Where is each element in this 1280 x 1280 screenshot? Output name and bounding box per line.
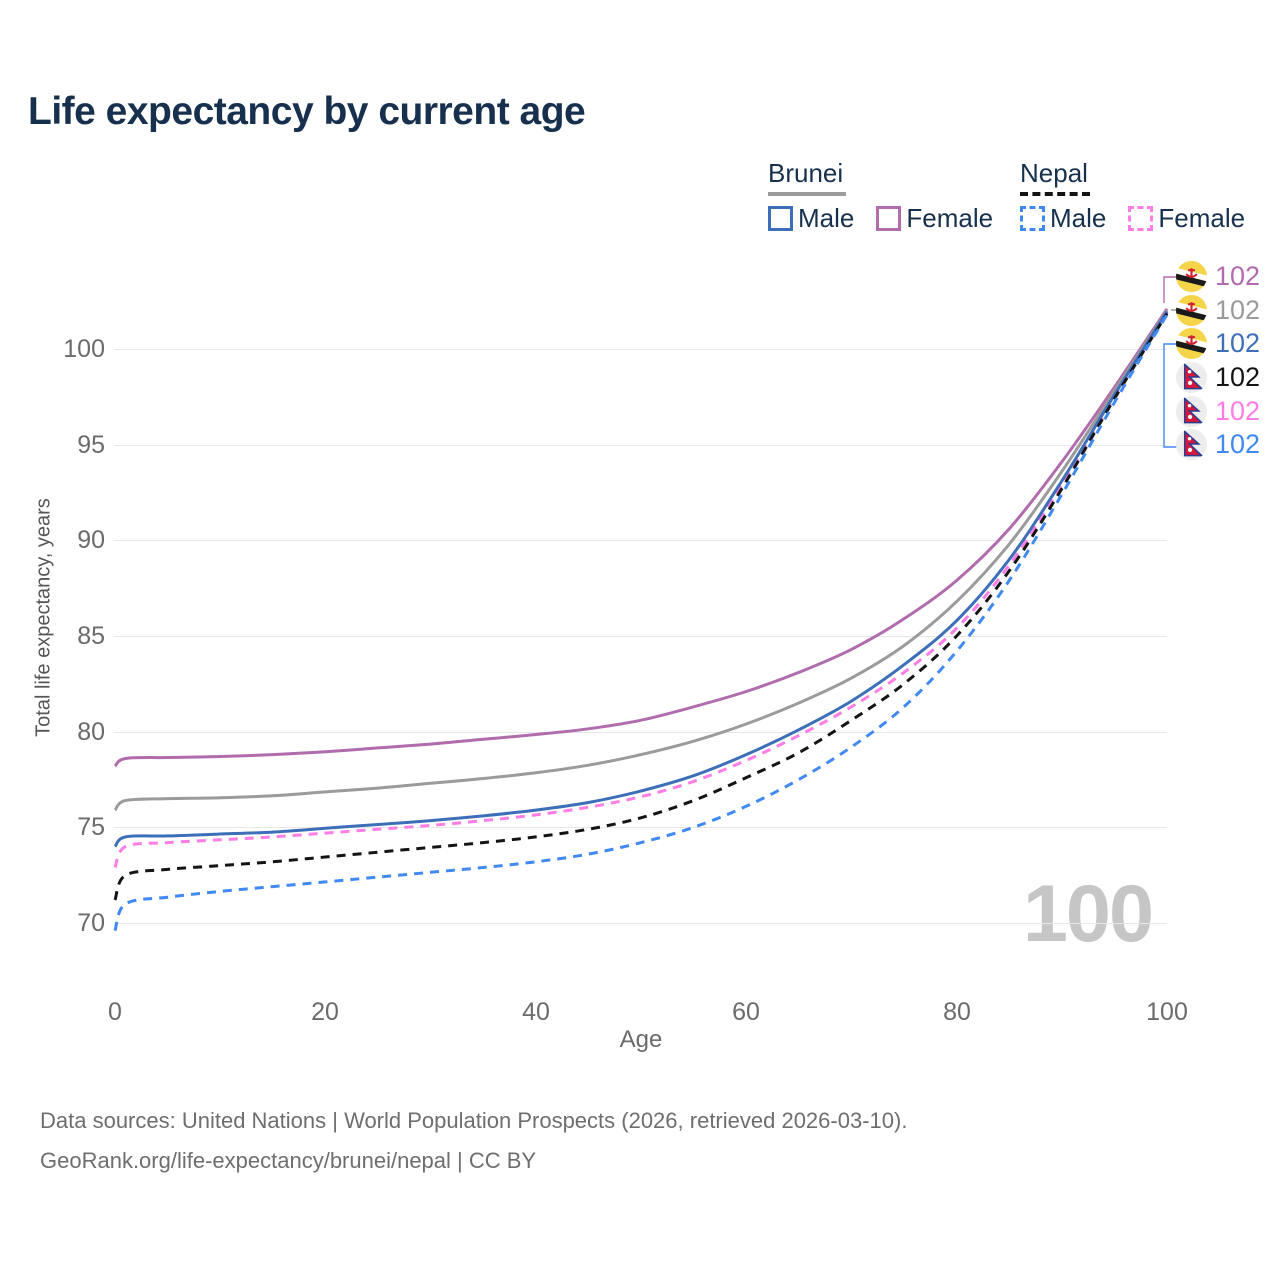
x-tick-label: 0 — [108, 998, 122, 1026]
end-label-row[interactable]: 102 — [1176, 294, 1260, 328]
legend-label-nepal-female: Female — [1158, 203, 1246, 233]
brunei-flag-icon — [1176, 294, 1207, 326]
x-axis-title: Age — [619, 1026, 663, 1053]
x-tick-label: 20 — [311, 998, 339, 1026]
series-line-nepal-both[interactable] — [113, 312, 1169, 901]
gridline — [114, 636, 1167, 637]
legend-group-nepal: Nepal Male Female — [1020, 158, 1245, 234]
nepal-flag-icon — [1176, 395, 1207, 427]
end-label-value: 102 — [1215, 395, 1261, 426]
series-line-brunei-both[interactable] — [113, 309, 1169, 812]
gridline — [114, 540, 1167, 541]
series-line-nepal-male[interactable] — [113, 313, 1169, 932]
legend-line-sample-nepal — [1020, 192, 1090, 196]
end-label-row[interactable]: 102 — [1176, 428, 1260, 462]
y-tick-label: 100 — [63, 335, 105, 363]
y-tick-label: 85 — [77, 622, 105, 650]
legend-item-brunei-male[interactable]: Male — [768, 203, 854, 234]
nepal-flag-icon — [1176, 362, 1207, 394]
legend-label-brunei-male: Male — [798, 203, 855, 233]
series-line-brunei-female[interactable] — [113, 307, 1169, 768]
legend-label-brunei-female: Female — [906, 203, 994, 233]
legend-item-nepal-female[interactable]: Female — [1128, 203, 1245, 234]
footer-data-sources: Data sources: United Nations | World Pop… — [40, 1108, 908, 1133]
gridline — [114, 732, 1167, 733]
brunei-flag-icon — [1176, 328, 1207, 360]
gridline — [114, 445, 1167, 446]
end-label-row[interactable]: 102 — [1176, 260, 1260, 294]
gridline — [114, 349, 1167, 350]
brunei-flag-icon — [1176, 261, 1207, 293]
legend-swatch-brunei-male — [768, 206, 793, 231]
legend-swatch-nepal-male — [1020, 206, 1045, 231]
end-label-row[interactable]: 102 — [1176, 394, 1260, 428]
series-line-nepal-female[interactable] — [113, 311, 1169, 869]
x-tick-label: 100 — [1146, 998, 1188, 1026]
y-tick-label: 80 — [77, 718, 105, 746]
y-axis-title: Total life expectancy, years — [32, 498, 55, 737]
y-tick-label: 95 — [77, 431, 105, 459]
y-tick-label: 70 — [77, 909, 105, 937]
series-line-brunei-male[interactable] — [113, 310, 1169, 848]
y-tick-label: 75 — [77, 813, 105, 841]
gridline — [114, 827, 1167, 828]
legend-line-sample-brunei — [768, 192, 846, 196]
legend-swatch-brunei-female — [876, 206, 902, 231]
y-tick-label: 90 — [77, 526, 105, 554]
end-label-value: 102 — [1215, 429, 1261, 460]
nepal-flag-icon — [1176, 429, 1207, 461]
page-title: Life expectancy by current age — [28, 90, 586, 133]
end-label-value: 102 — [1215, 362, 1261, 393]
end-labels: 102 102 102 102 102 102 — [1176, 260, 1260, 462]
legend-group-brunei: Brunei Male Female — [768, 158, 993, 234]
end-label-row[interactable]: 102 — [1176, 361, 1260, 395]
end-label-row[interactable]: 102 — [1176, 327, 1260, 361]
legend-item-brunei-female[interactable]: Female — [876, 203, 993, 234]
legend-header-brunei[interactable]: Brunei — [768, 158, 844, 188]
end-label-value: 102 — [1215, 294, 1261, 325]
end-label-value: 102 — [1215, 328, 1261, 359]
x-tick-label: 60 — [732, 998, 760, 1026]
legend-swatch-nepal-female — [1128, 206, 1154, 231]
gridline — [114, 923, 1167, 924]
x-tick-label: 40 — [522, 998, 550, 1026]
x-tick-label: 80 — [943, 998, 971, 1026]
legend-item-nepal-male[interactable]: Male — [1020, 203, 1106, 234]
year-watermark: 100 — [1022, 869, 1154, 959]
end-label-value: 102 — [1215, 261, 1261, 292]
legend-header-nepal[interactable]: Nepal — [1020, 158, 1088, 188]
legend-label-nepal-male: Male — [1050, 203, 1107, 233]
footer-link[interactable]: GeoRank.org/life-expectancy/brunei/nepal… — [40, 1148, 537, 1173]
